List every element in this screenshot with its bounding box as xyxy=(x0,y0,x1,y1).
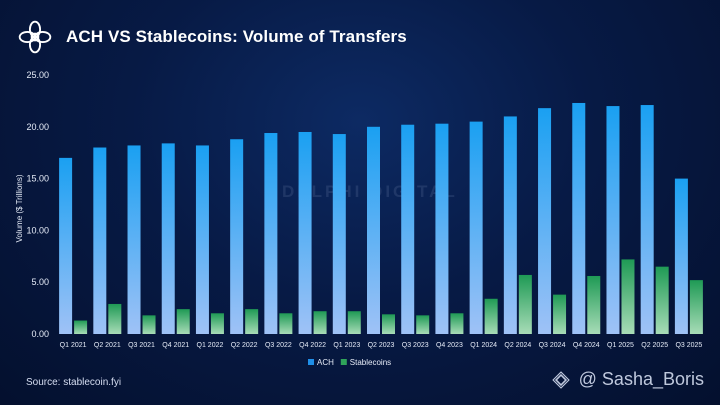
stablecoins-bar xyxy=(621,259,635,334)
ach-bar xyxy=(640,105,654,334)
legend-label-ach: ACH xyxy=(317,358,334,367)
stablecoins-bar xyxy=(108,303,122,334)
x-tick-label: Q2 2021 xyxy=(94,342,121,349)
y-tick-label: 0.00 xyxy=(31,329,49,339)
stablecoins-bar xyxy=(382,314,395,334)
x-tick-label: Q4 2023 xyxy=(436,342,463,349)
legend-swatch-stablecoins xyxy=(340,359,347,365)
x-tick-label: Q2 2025 xyxy=(641,342,668,349)
ach-bar xyxy=(59,157,73,334)
x-tick-label: Q1 2023 xyxy=(333,342,360,349)
x-tick-label: Q3 2025 xyxy=(675,342,702,349)
author-watermark: @ Sasha_Boris xyxy=(551,369,704,390)
stablecoins-bar xyxy=(347,311,361,334)
legend: ACH Stablecoins xyxy=(308,358,391,367)
ach-bar xyxy=(503,116,517,334)
binance-diamond-icon xyxy=(551,370,570,389)
x-tick-label: Q3 2021 xyxy=(128,342,155,349)
x-tick-label: Q1 2021 xyxy=(60,342,87,349)
y-tick-label: 20.00 xyxy=(26,122,49,132)
stablecoins-bar xyxy=(587,275,601,334)
x-tick-label: Q2 2023 xyxy=(368,342,395,349)
y-axis: 0.00 5.00 10.00 15.00 20.00 25.00 xyxy=(26,70,49,339)
stablecoins-bar xyxy=(518,274,532,334)
x-tick-label: Q1 2024 xyxy=(470,342,497,349)
stablecoins-bar xyxy=(245,309,259,334)
stablecoins-bar xyxy=(655,266,669,334)
ach-bar xyxy=(332,134,346,334)
ach-bar xyxy=(161,143,175,334)
ach-bar xyxy=(367,126,380,334)
ach-bar xyxy=(572,102,586,334)
y-tick-label: 25.00 xyxy=(26,70,49,80)
ach-bar xyxy=(127,145,141,334)
ach-bar xyxy=(264,133,278,334)
ach-bar xyxy=(674,178,688,334)
ach-bar xyxy=(435,123,449,334)
x-tick-label: Q2 2024 xyxy=(504,342,531,349)
ach-bar xyxy=(469,121,483,335)
x-tick-label: Q4 2021 xyxy=(162,342,189,349)
chart-header: ACH VS Stablecoins: Volume of Transfers xyxy=(18,20,407,54)
stablecoins-bar xyxy=(142,315,156,334)
stablecoins-bar xyxy=(210,313,224,334)
x-tick-label: Q1 2025 xyxy=(607,342,634,349)
x-tick-label: Q3 2024 xyxy=(539,342,566,349)
stablecoins-bar xyxy=(176,309,190,334)
y-axis-label: Volume ($ Trillions) xyxy=(15,174,24,242)
ach-bar xyxy=(195,145,209,334)
watermark-text: @ Sasha_Boris xyxy=(578,369,704,389)
ach-bar xyxy=(606,106,620,334)
stablecoins-bar xyxy=(313,311,327,334)
chart-title: ACH VS Stablecoins: Volume of Transfers xyxy=(66,27,407,46)
delphi-flower-logo-icon xyxy=(18,20,52,54)
y-tick-label: 10.00 xyxy=(26,225,49,235)
x-tick-label: Q4 2022 xyxy=(299,342,326,349)
ach-bar xyxy=(401,124,415,334)
ach-bar xyxy=(230,139,244,334)
x-tick-label: Q4 2024 xyxy=(573,342,600,349)
stablecoins-bar xyxy=(553,294,567,334)
stablecoins-bar xyxy=(416,315,430,334)
bars-group xyxy=(59,102,703,335)
source-note: Source: stablecoin.fyi xyxy=(26,377,122,388)
ach-bar xyxy=(298,131,312,334)
x-tick-label: Q3 2022 xyxy=(265,342,292,349)
stablecoins-bar xyxy=(689,280,703,334)
legend-swatch-ach xyxy=(308,359,314,365)
stablecoins-bar xyxy=(450,313,464,334)
x-axis: Q1 2021 Q2 2021 Q3 2021 Q4 2021 Q1 2022 Q2 20… xyxy=(60,342,703,349)
legend-label-stablecoins: Stablecoins xyxy=(350,358,391,367)
y-tick-label: 5.00 xyxy=(31,277,49,287)
stablecoins-bar xyxy=(74,320,88,334)
x-tick-label: Q2 2022 xyxy=(231,342,258,349)
stablecoins-bar xyxy=(484,298,498,334)
x-tick-label: Q3 2023 xyxy=(402,342,429,349)
x-tick-label: Q1 2022 xyxy=(197,342,224,349)
ach-bar xyxy=(538,108,552,334)
y-tick-label: 15.00 xyxy=(26,174,49,184)
stablecoins-bar xyxy=(279,313,293,334)
ach-bar xyxy=(93,147,107,334)
